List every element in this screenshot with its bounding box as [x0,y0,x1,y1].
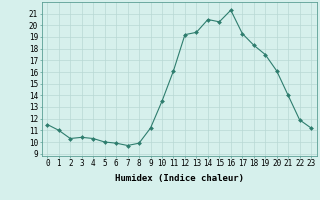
X-axis label: Humidex (Indice chaleur): Humidex (Indice chaleur) [115,174,244,183]
